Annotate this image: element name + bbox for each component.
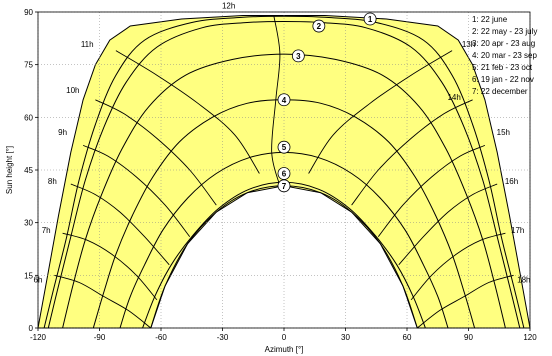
hour-line-8h bbox=[70, 183, 170, 266]
legend-entry-7: 7: 22 december bbox=[472, 87, 528, 96]
hour-labels: 6h 7h 8h 9h 10h 11h 12h 13h 14h 15h 16h 17h 18h bbox=[34, 1, 531, 284]
curve-marker-label-7: 7 bbox=[282, 182, 287, 191]
curve-marker-label-2: 2 bbox=[317, 22, 322, 31]
hour-label-10h: 10h bbox=[66, 86, 79, 95]
hour-label-12h: 12h bbox=[222, 1, 235, 10]
y-axis-label: Sun height [°] bbox=[5, 146, 14, 194]
y-tick-label: 90 bbox=[24, 8, 33, 17]
hour-label-13h: 13h bbox=[462, 40, 475, 49]
curve-marker-label-3: 3 bbox=[296, 52, 301, 61]
hour-label-11h: 11h bbox=[81, 40, 94, 49]
hour-label-16h: 16h bbox=[505, 177, 518, 186]
hour-line-10h bbox=[95, 99, 217, 206]
legend-entry-2: 2: 22 may - 23 july bbox=[472, 27, 537, 36]
curve-marker-3 bbox=[291, 49, 305, 63]
x-axis-label: Azimuth [°] bbox=[265, 345, 304, 354]
legend: 1: 22 june 2: 22 may - 23 july 3: 20 apr -… bbox=[472, 15, 537, 96]
hour-label-18h: 18h bbox=[517, 275, 530, 284]
date-curve-2 bbox=[47, 21, 521, 329]
x-tick-label: 0 bbox=[282, 333, 287, 342]
curve-marker-2 bbox=[312, 19, 326, 33]
x-tick-label: -90 bbox=[94, 333, 106, 342]
curve-marker-label-1: 1 bbox=[368, 15, 373, 24]
curve-marker-label-6: 6 bbox=[282, 170, 287, 179]
x-tick-label: -60 bbox=[155, 333, 167, 342]
x-tick-label: -120 bbox=[30, 333, 47, 342]
hour-line-13h bbox=[308, 50, 453, 174]
legend-entry-5: 5: 21 feb - 23 oct bbox=[472, 63, 533, 72]
curve-marker-4 bbox=[277, 93, 291, 107]
date-curve-3 bbox=[62, 53, 506, 329]
hour-label-17h: 17h bbox=[511, 226, 524, 235]
date-curve-1 bbox=[43, 15, 525, 329]
legend-entry-4: 4: 20 mar - 23 sep bbox=[472, 51, 537, 60]
hour-line-11h bbox=[115, 50, 260, 174]
hour-label-14h: 14h bbox=[447, 93, 460, 102]
hour-lines bbox=[54, 15, 514, 329]
hour-line-14h bbox=[351, 99, 473, 206]
curve-markers: 1 2 3 4 5 6 7 bbox=[277, 12, 377, 193]
y-tick-label: 15 bbox=[24, 271, 33, 280]
x-tick-label: 30 bbox=[341, 333, 350, 342]
hour-line-6h bbox=[54, 274, 152, 329]
curve-marker-label-5: 5 bbox=[282, 143, 287, 152]
y-tick-label: 45 bbox=[24, 166, 33, 175]
y-tick-label: 30 bbox=[24, 219, 33, 228]
y-tick-label: 60 bbox=[24, 113, 33, 122]
hour-line-7h bbox=[62, 232, 158, 301]
hour-line-18h bbox=[417, 274, 514, 329]
hour-label-6h: 6h bbox=[34, 275, 43, 284]
y-tick-label: 0 bbox=[29, 324, 34, 333]
x-tick-label: -30 bbox=[217, 333, 229, 342]
legend-entry-1: 1: 22 june bbox=[472, 15, 508, 24]
x-tick-label: 120 bbox=[523, 333, 537, 342]
hour-label-7h: 7h bbox=[42, 226, 51, 235]
hour-line-16h bbox=[398, 183, 498, 266]
curve-marker-7 bbox=[277, 179, 291, 193]
hour-label-8h: 8h bbox=[48, 177, 57, 186]
legend-entry-3: 3: 20 apr - 23 aug bbox=[472, 39, 535, 48]
curve-marker-5 bbox=[277, 140, 291, 154]
x-tick-label: 90 bbox=[464, 333, 473, 342]
hour-line-17h bbox=[410, 232, 506, 301]
hour-label-9h: 9h bbox=[58, 128, 67, 137]
x-tick-label: 60 bbox=[403, 333, 412, 342]
hour-label-15h: 15h bbox=[497, 128, 510, 137]
y-tick-label: 75 bbox=[24, 61, 33, 70]
curve-marker-label-4: 4 bbox=[282, 96, 287, 105]
legend-entry-6: 6: 19 jan - 22 nov bbox=[472, 75, 534, 84]
curve-marker-1 bbox=[363, 12, 377, 26]
